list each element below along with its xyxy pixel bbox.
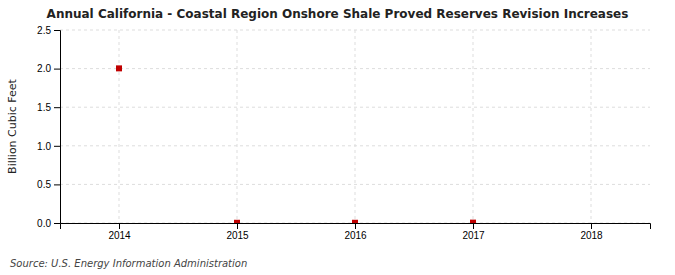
y-tick: 2.0 <box>37 63 60 74</box>
x-tick-label: 2017 <box>462 230 485 241</box>
y-tick-label: 2.5 <box>37 25 51 36</box>
y-tick-mark <box>54 30 60 31</box>
x-tick: 2016 <box>344 223 367 241</box>
x-tick-label: 2018 <box>580 230 603 241</box>
x-tick-mark <box>473 223 474 229</box>
y-tick-label: 1.0 <box>37 141 51 152</box>
title: Annual California - Coastal Region Onsho… <box>47 7 629 21</box>
grid-line-y <box>60 107 650 108</box>
grid-line-x <box>591 30 592 223</box>
y-axis-title: Billion Cubic Feet <box>6 78 19 173</box>
grid-line-x <box>119 30 120 223</box>
x-tick-label: 2015 <box>226 230 249 241</box>
x-tick: 2015 <box>226 223 249 241</box>
y-tick-mark <box>54 146 60 147</box>
x-tick: 2018 <box>580 223 603 241</box>
y-tick-label: 2.0 <box>37 63 51 74</box>
point <box>234 220 240 223</box>
x-tick: 2017 <box>462 223 485 241</box>
y-axis-line <box>54 31 61 224</box>
y-axis: 0.0 0.5 1.0 1.5 2.0 2.5 <box>37 25 60 229</box>
y-tick-mark <box>54 69 60 70</box>
plot-area: 2014 2015 2016 2017 2018 0.0 0.5 1.0 1.5 2.0 2.5 <box>37 25 650 241</box>
y-tick: 0.5 <box>37 179 60 190</box>
x-tick-mark <box>119 223 120 229</box>
y-tick-mark <box>54 107 60 108</box>
y-tick-mark <box>54 223 60 224</box>
y-tick: 2.5 <box>37 25 60 36</box>
grid-line-x <box>355 30 356 223</box>
x-axis: 2014 2015 2016 2017 2018 <box>61 223 651 241</box>
points <box>116 65 476 223</box>
point <box>352 220 358 223</box>
x-tick-mark <box>355 223 356 229</box>
grid-line-y <box>60 184 650 185</box>
y-tick: 0.0 <box>37 218 60 229</box>
y-tick: 1.5 <box>37 102 60 113</box>
x-axis-line <box>61 224 651 230</box>
source-note: Source: U.S. Energy Information Administ… <box>10 258 247 269</box>
y-tick-mark <box>54 184 60 185</box>
x-tick-mark <box>591 223 592 229</box>
y-tick-label: 0.5 <box>37 179 51 190</box>
y-tick-label: 0.0 <box>37 218 51 229</box>
x-tick-label: 2014 <box>108 230 131 241</box>
y-tick: 1.0 <box>37 141 60 152</box>
grid <box>60 30 650 223</box>
x-tick: 2014 <box>108 223 131 241</box>
x-tick-label: 2016 <box>344 230 367 241</box>
grid-line-x <box>237 30 238 223</box>
point <box>116 65 122 71</box>
x-tick-mark <box>237 223 238 229</box>
point <box>470 220 476 223</box>
chart: 2014 2015 2016 2017 2018 0.0 0.5 1.0 1.5 2.0 2.5 An… <box>0 0 675 275</box>
grid-line-x <box>473 30 474 223</box>
y-tick-label: 1.5 <box>37 102 51 113</box>
